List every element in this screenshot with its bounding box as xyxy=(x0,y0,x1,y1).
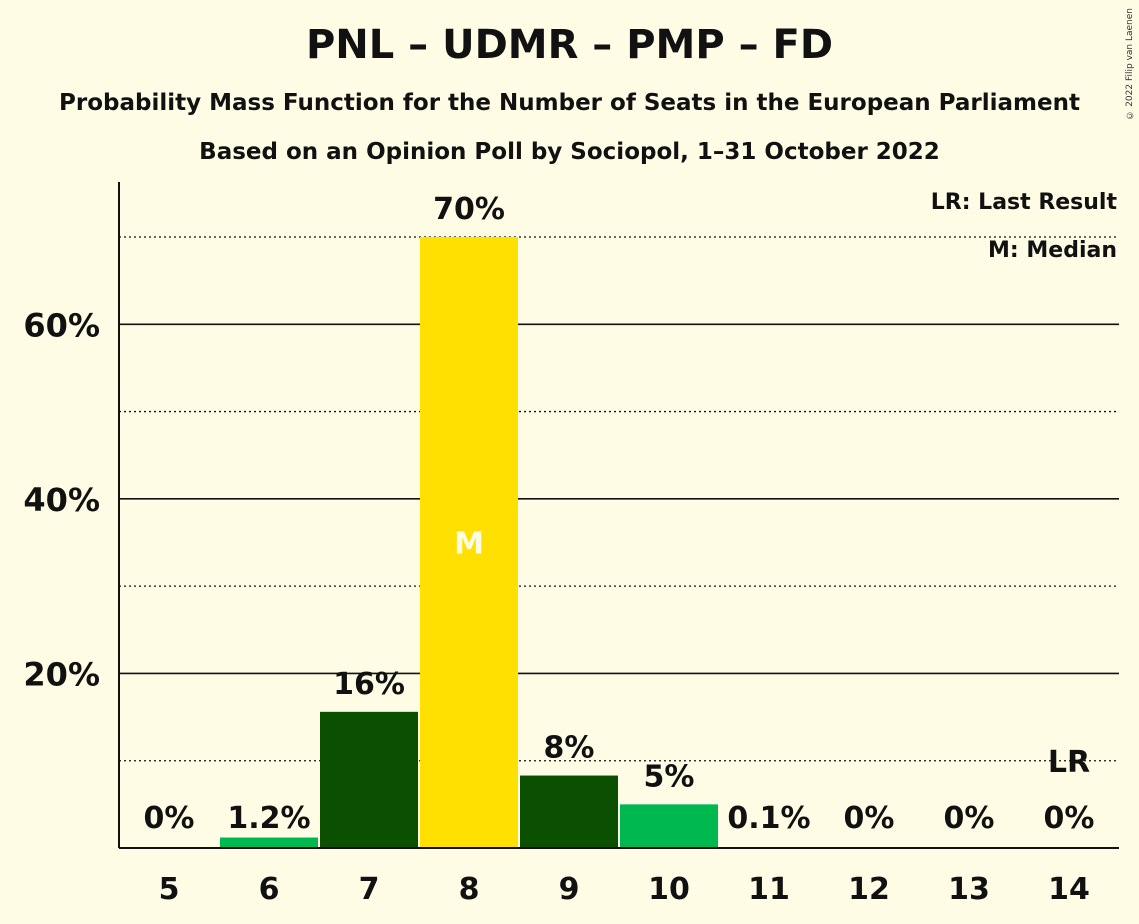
value-labels: 0% 1.2% 16% 70% M 8% 5% 0.1% 0% 0% 0% LR xyxy=(144,192,1095,836)
value-label-7: 16% xyxy=(333,667,405,702)
x-tick-label-11: 11 xyxy=(748,872,790,907)
median-marker: M xyxy=(454,527,484,562)
value-label-13: 0% xyxy=(944,801,995,836)
bar-10 xyxy=(620,804,718,848)
x-tick-label-14: 14 xyxy=(1048,872,1090,907)
y-tick-label-40: 40% xyxy=(23,481,100,519)
chart-subtitle: Probability Mass Function for the Number… xyxy=(59,90,1080,116)
x-tick-label-9: 9 xyxy=(559,872,580,907)
x-tick-label-7: 7 xyxy=(359,872,380,907)
value-label-5: 0% xyxy=(144,801,195,836)
value-label-9: 8% xyxy=(544,731,595,766)
last-result-marker: LR xyxy=(1048,745,1090,780)
gridlines xyxy=(119,236,1119,762)
legend-median: M: Median xyxy=(988,238,1117,263)
value-label-11: 0.1% xyxy=(727,801,810,836)
bar-7 xyxy=(320,711,418,848)
value-label-12: 0% xyxy=(844,801,895,836)
value-label-14: 0% xyxy=(1044,801,1095,836)
y-tick-label-60: 60% xyxy=(23,306,100,344)
x-tick-label-6: 6 xyxy=(259,872,280,907)
x-tick-label-12: 12 xyxy=(848,872,890,907)
bar-9 xyxy=(520,775,618,848)
value-label-6: 1.2% xyxy=(227,801,310,836)
axes: 5 6 7 8 9 10 11 12 13 14 20% 40% 60% xyxy=(23,182,1119,907)
legend-last-result: LR: Last Result xyxy=(931,190,1118,215)
x-tick-label-8: 8 xyxy=(459,872,480,907)
chart-subtitle-source: Based on an Opinion Poll by Sociopol, 1–… xyxy=(199,139,940,165)
bar-6 xyxy=(220,837,318,848)
chart-title: PNL – UDMR – PMP – FD xyxy=(305,22,834,68)
x-tick-label-13: 13 xyxy=(948,872,990,907)
bars xyxy=(220,237,818,848)
x-tick-label-5: 5 xyxy=(159,872,180,907)
y-tick-label-20: 20% xyxy=(23,655,100,693)
x-tick-label-10: 10 xyxy=(648,872,690,907)
value-label-8: 70% xyxy=(433,192,505,227)
bar-8 xyxy=(420,237,518,848)
value-label-10: 5% xyxy=(644,759,695,794)
